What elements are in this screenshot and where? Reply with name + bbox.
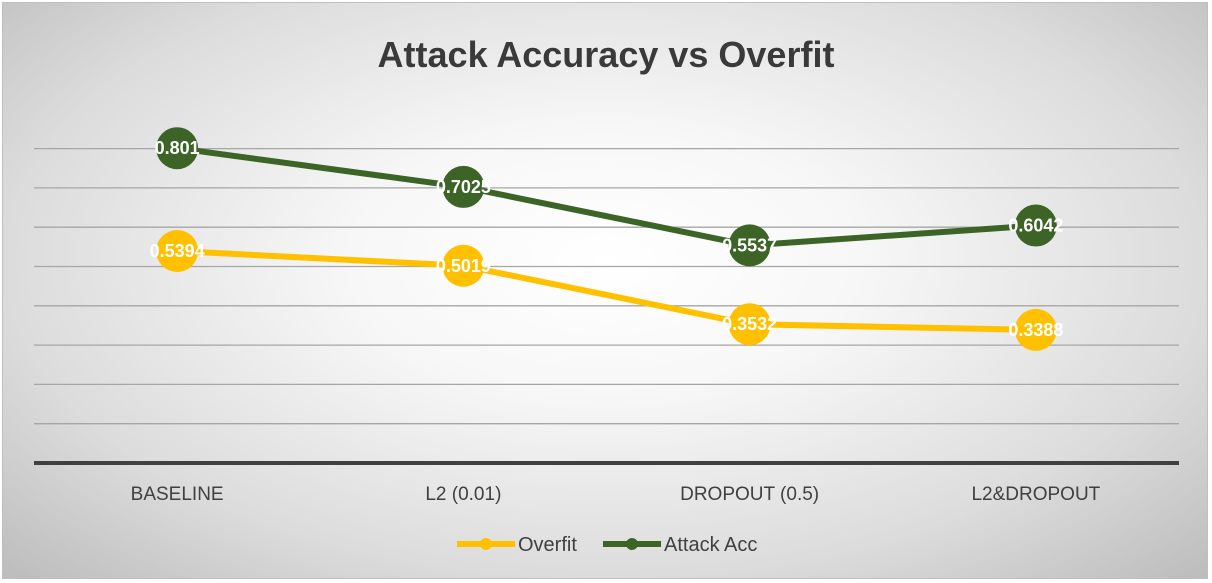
data-point bbox=[442, 165, 485, 208]
data-labels: 0.5394 0.5019 0.3532 0.3388 0.801 0.7025 0.553… bbox=[150, 138, 1064, 340]
data-point bbox=[1014, 308, 1057, 351]
data-label: 0.5019 bbox=[436, 256, 491, 276]
chart-title: Attack Accuracy vs Overfit bbox=[378, 34, 835, 75]
data-point bbox=[1014, 204, 1057, 247]
data-label: 0.5394 bbox=[150, 241, 205, 261]
data-point bbox=[156, 127, 199, 170]
x-tick-label: L2 (0.01) bbox=[425, 484, 501, 505]
data-label: 0.801 bbox=[155, 138, 200, 158]
series-markers bbox=[156, 127, 1057, 351]
legend-label: Attack Acc bbox=[664, 534, 757, 556]
series-lines bbox=[176, 145, 1037, 333]
x-tick-label: L2&DROPOUT bbox=[971, 484, 1100, 505]
gridlines bbox=[34, 147, 1179, 425]
legend: Overfit Attack Acc bbox=[457, 534, 757, 556]
data-label: 0.5537 bbox=[722, 235, 777, 255]
legend-marker bbox=[626, 538, 638, 550]
legend-marker bbox=[480, 538, 492, 550]
series-line bbox=[176, 248, 1036, 333]
x-tick-label: BASELINE bbox=[131, 484, 224, 505]
x-axis: BASELINE L2 (0.01) DROPOUT (0.5) L2&DROPOUT bbox=[34, 461, 1179, 505]
series-line bbox=[176, 145, 1037, 249]
data-point bbox=[442, 244, 485, 287]
data-point bbox=[728, 224, 771, 267]
data-label: 0.6042 bbox=[1008, 216, 1063, 236]
x-tick-label: DROPOUT (0.5) bbox=[680, 484, 819, 505]
data-label: 0.3388 bbox=[1008, 320, 1063, 340]
data-point bbox=[156, 230, 199, 273]
legend-label: Overfit bbox=[518, 534, 577, 556]
data-label: 0.7025 bbox=[436, 177, 491, 197]
data-point bbox=[728, 303, 771, 346]
data-label: 0.3532 bbox=[722, 314, 777, 334]
line-chart: Attack Accuracy vs Overfit BASELINE L2 (0… bbox=[34, 34, 1179, 556]
